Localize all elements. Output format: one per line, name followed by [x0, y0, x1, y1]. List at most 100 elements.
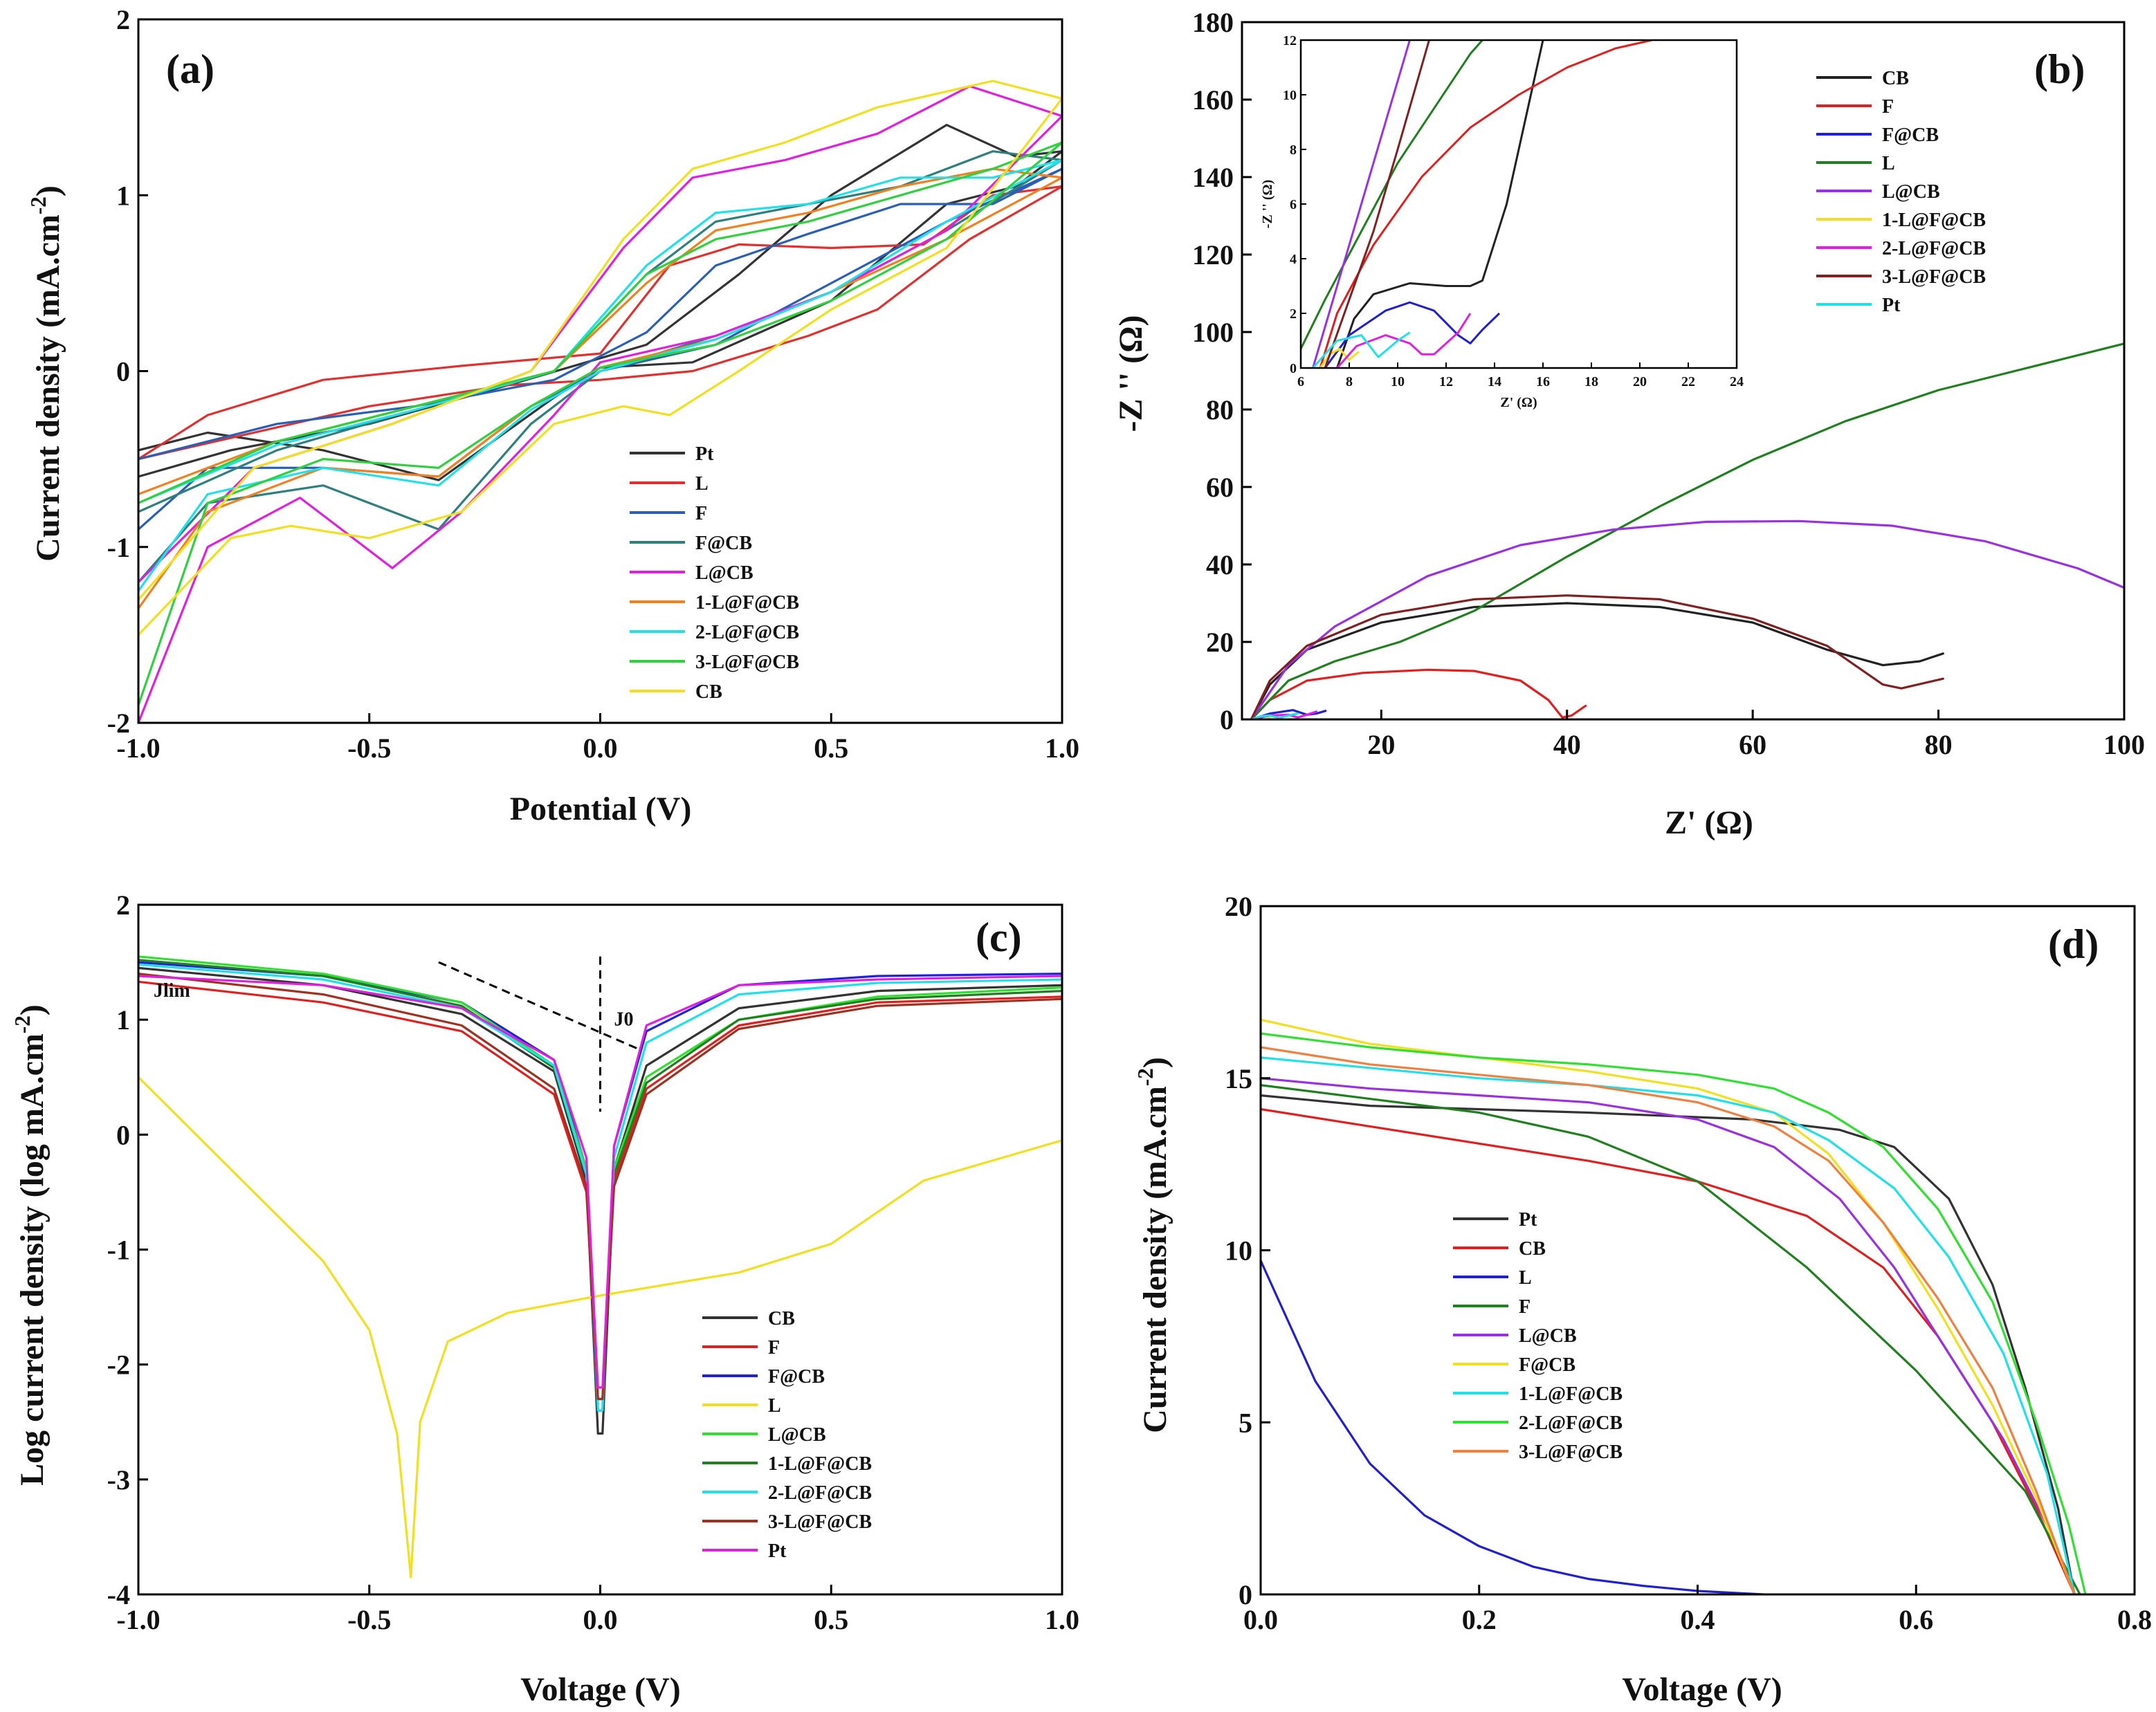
y-tick-label: 20 — [1225, 891, 1252, 922]
inset-x-tick-label: 16 — [1536, 374, 1550, 389]
y-tick-label: 180 — [1192, 7, 1234, 38]
series-group — [1261, 1018, 2087, 1594]
y-tick-label: 1 — [116, 180, 130, 211]
legend-label: 1-L@F@CB — [1519, 1383, 1623, 1405]
inset-x-tick-label: 14 — [1488, 374, 1501, 389]
inset-y-tick-label: 4 — [1290, 252, 1297, 267]
x-tick-label: -1.0 — [116, 1604, 160, 1635]
series-group — [1250, 342, 2124, 719]
inset-x-tick-label: 8 — [1346, 374, 1353, 389]
dashed-tangent-slope — [438, 961, 638, 1050]
inset-series-line-3-l-f-cb — [1324, 40, 1430, 368]
inset-series-line-l — [1301, 40, 1483, 350]
legend-label: F — [1882, 96, 1894, 118]
legend-label: 2-L@F@CB — [695, 622, 799, 643]
y-tick-label: -3 — [107, 1464, 130, 1495]
legend-label: F — [768, 1337, 780, 1359]
chart-panel-4: 0.0 0.2 0.4 0.6 0.8 0 5 10 15 20 Voltage (V) Curren… — [1133, 891, 2152, 1708]
series-line-pt — [138, 975, 1062, 1389]
x-tick-label: 100 — [2103, 729, 2145, 760]
legend-label: L — [1519, 1267, 1532, 1289]
series-line-1-l-f-cb — [1261, 1056, 2076, 1594]
chart-panel-3: -1.0 -0.5 0.0 0.5 1.0 -4 -3 -2 -1 0 1 2 Voltage (V) L… — [10, 890, 1079, 1708]
inset-x-tick-label: 22 — [1681, 374, 1695, 389]
y-axis-title: Current density (mA.cm-2) — [26, 185, 66, 562]
series-line-cb — [1250, 602, 1944, 719]
legend-label: Pt — [1519, 1209, 1537, 1231]
series-line-l — [1250, 342, 2124, 719]
series-line-3-l-f-cb — [138, 973, 1062, 1401]
x-axis-title: Potential (V) — [510, 791, 692, 827]
series-line-2-l-f-cb — [1261, 1032, 2087, 1594]
legend: CB F F@CB L L@CB 1-L@F@CB 2-L@F@CB 3-L@F@CB Pt — [1816, 68, 1986, 316]
series-line-l-cb — [1250, 519, 2124, 719]
x-axis-title: Z' (Ω) — [1665, 804, 1753, 841]
y-tick-label: -4 — [107, 1579, 130, 1610]
series-line-l — [138, 185, 1062, 461]
legend-label: Pt — [1882, 295, 1901, 316]
inset-series-line-1-l-f-cb — [1319, 347, 1360, 368]
legend-label: 2-L@F@CB — [768, 1482, 872, 1504]
legend-label: F@CB — [1519, 1354, 1575, 1376]
series-line-l — [138, 1076, 1062, 1578]
legend-label: 3-L@F@CB — [768, 1511, 872, 1533]
legend-label: 3-L@F@CB — [1519, 1442, 1623, 1463]
chart-panel-1: -1.0 -0.5 0.0 0.5 1.0 -2 -1 0 1 2 Potential (V) Cur… — [26, 4, 1079, 827]
y-tick-label: -1 — [107, 532, 130, 563]
inset-series-line-2-l-f-cb — [1336, 313, 1472, 368]
inset-series-line-cb — [1336, 40, 1544, 368]
inset-background — [1301, 40, 1737, 368]
plot-frame — [1241, 21, 2126, 721]
x-tick-label: 60 — [1739, 729, 1766, 760]
inset-series-group — [1301, 40, 1652, 368]
inset-y-tick-label: 12 — [1283, 33, 1297, 48]
plot-frame — [1259, 905, 2136, 1596]
series-line-3-l-f-cb — [1261, 1046, 2076, 1594]
inset-y-tick-label: 0 — [1290, 361, 1297, 376]
legend-label: CB — [1882, 68, 1909, 89]
series-line-f — [1250, 668, 1587, 719]
y-tick-label: 15 — [1225, 1063, 1252, 1094]
legend-label: Pt — [768, 1540, 787, 1562]
series-line-cb — [1261, 1107, 2076, 1594]
y-tick-label: -1 — [107, 1235, 130, 1266]
y-tick-label: 120 — [1192, 239, 1234, 270]
panel-label: (b) — [2034, 46, 2085, 92]
x-tick-label: 1.0 — [1045, 733, 1079, 764]
panel-label: (a) — [166, 46, 214, 92]
y-tick-label: 0 — [116, 356, 130, 387]
y-tick-label: 40 — [1206, 549, 1234, 580]
x-tick-label: -0.5 — [347, 1604, 391, 1635]
annotation-j0: J0 — [614, 1009, 634, 1030]
x-tick-label: 0.4 — [1681, 1604, 1715, 1635]
plot-frame — [137, 903, 1063, 1596]
annotation-jlim: Jlim — [154, 980, 190, 1002]
y-axis-title: Log current density (log mA.cm-2) — [10, 1004, 51, 1486]
legend-label: F@CB — [1882, 125, 1939, 146]
legend-label: F — [695, 503, 707, 524]
series-line-l-cb — [1261, 1077, 2076, 1594]
y-axis-title: Current density (mA.cm-2) — [1133, 1057, 1173, 1433]
series-line-3-l-f-cb — [1250, 594, 1944, 719]
legend-label: L@CB — [695, 562, 753, 584]
y-tick-label: 20 — [1206, 627, 1234, 658]
legend-label: L@CB — [768, 1424, 826, 1446]
x-tick-label: 0.8 — [2117, 1604, 2152, 1635]
inset-series-line-pt — [1312, 331, 1411, 368]
legend-label: Pt — [695, 443, 714, 465]
y-tick-label: 0 — [116, 1119, 130, 1150]
y-tick-label: 60 — [1206, 472, 1234, 503]
inset-series-line-f-cb — [1324, 301, 1501, 368]
y-tick-label: -2 — [107, 1350, 130, 1381]
series-group — [138, 80, 1062, 723]
inset-y-axis-title: -Z '' (Ω) — [1260, 180, 1275, 228]
inset-series-line-l-cb — [1312, 40, 1411, 368]
inset-series-line-f — [1319, 40, 1652, 368]
x-tick-label: 0.5 — [814, 1604, 848, 1635]
legend-label: F@CB — [768, 1366, 825, 1388]
series-line-pt — [1261, 1094, 2076, 1594]
series-line-pt — [1250, 712, 1299, 719]
legend-label: L@CB — [1519, 1325, 1577, 1347]
series-line-3-l-f-cb — [138, 141, 1062, 707]
x-tick-label: 40 — [1553, 729, 1581, 760]
